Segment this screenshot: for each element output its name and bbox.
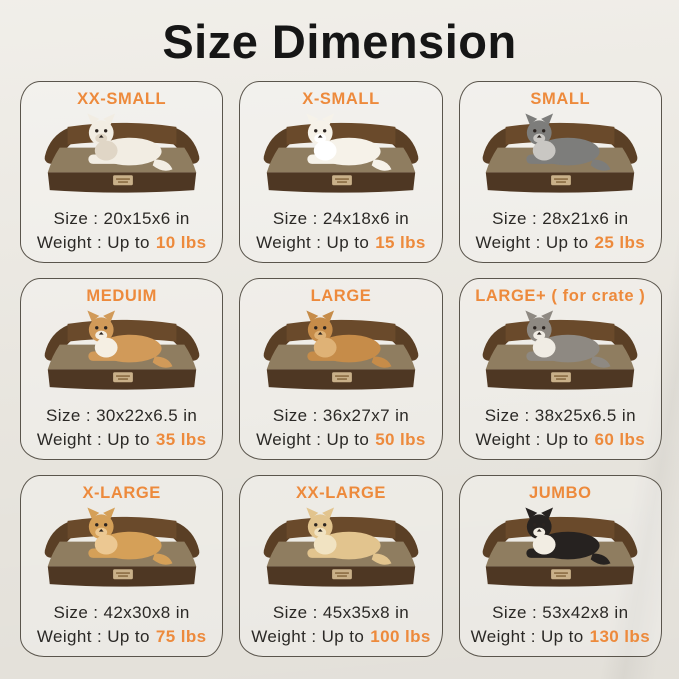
weight-prefix: Weight : Up to — [256, 430, 370, 450]
size-text: Size : 28x21x6 in — [492, 209, 629, 229]
weight-prefix: Weight : Up to — [470, 627, 584, 647]
weight-text: Weight : Up to 35 lbs — [37, 430, 207, 450]
weight-prefix: Weight : Up to — [251, 627, 365, 647]
weight-prefix: Weight : Up to — [36, 430, 150, 450]
weight-text: Weight : Up to 50 lbs — [256, 430, 426, 450]
weight-prefix: Weight : Up to — [475, 233, 589, 253]
weight-value: 35 lbs — [155, 430, 207, 450]
size-text: Size : 36x27x7 in — [272, 406, 410, 426]
size-text: Size : 38x25x6.5 in — [484, 406, 636, 426]
weight-text: Weight : Up to 25 lbs — [476, 233, 646, 253]
size-card-xx-small: XX-SMALL Size : 20x15x6 in Weight : Up t… — [20, 80, 224, 263]
size-label: XX-LARGE — [295, 483, 387, 502]
dog-bed-illustration — [263, 507, 419, 588]
weight-text: Weight : Up to 15 lbs — [256, 233, 426, 253]
dog-bed-illustration — [263, 113, 419, 194]
weight-value: 25 lbs — [594, 233, 646, 253]
size-card-small: SMALL Size : 28x21x6 in Weight : Up to 25… — [458, 80, 662, 263]
size-label: SMALL — [530, 89, 591, 108]
dog-bed-illustration — [44, 507, 200, 588]
weight-text: Weight : Up to 130 lbs — [471, 627, 650, 647]
dog-bed-illustration — [482, 507, 638, 588]
weight-value: 130 lbs — [589, 627, 651, 647]
weight-prefix: Weight : Up to — [36, 627, 150, 647]
dog-bed-illustration — [44, 113, 200, 194]
size-chart-grid: XX-SMALL Size : 20x15x6 in Weight : Up t… — [0, 68, 679, 657]
size-card-x-large: X-LARGE Size : 42x30x8 in Weight : Up to… — [20, 474, 224, 657]
size-card-x-small: X-SMALL Size : 24x18x6 in Weight : Up to… — [239, 80, 443, 263]
dog-bed-illustration — [482, 310, 638, 391]
dog-bed-illustration — [44, 310, 200, 391]
weight-text: Weight : Up to 10 lbs — [37, 233, 207, 253]
weight-text: Weight : Up to 100 lbs — [251, 627, 430, 647]
weight-text: Weight : Up to 75 lbs — [37, 627, 207, 647]
size-card-jumbo: JUMBO Size : 53x42x8 in Weight : Up to 13… — [458, 474, 662, 657]
weight-value: 75 lbs — [155, 627, 207, 647]
size-text: Size : 20x15x6 in — [53, 209, 190, 229]
size-card-large-plus: LARGE+ ( for crate ) Size : 38x25x6.5 in… — [458, 277, 662, 460]
page-title: Size Dimension — [162, 15, 517, 68]
weight-value: 15 lbs — [375, 233, 426, 253]
size-label: LARGE — [310, 286, 372, 305]
weight-prefix: Weight : Up to — [475, 430, 589, 450]
size-card-medium: MEDUIM Size : 30x22x6.5 in Weight : Up t… — [20, 277, 224, 460]
weight-prefix: Weight : Up to — [36, 233, 150, 253]
size-label: MEDUIM — [86, 286, 157, 305]
size-text: Size : 45x35x8 in — [272, 603, 410, 623]
dog-bed-illustration — [482, 113, 638, 194]
size-label: JUMBO — [529, 483, 592, 502]
weight-prefix: Weight : Up to — [256, 233, 370, 253]
size-label: X-LARGE — [82, 483, 161, 502]
size-card-large: LARGE Size : 36x27x7 in Weight : Up to 50… — [239, 277, 443, 460]
size-label: LARGE+ ( for crate ) — [475, 286, 646, 305]
size-text: Size : 42x30x8 in — [53, 603, 190, 623]
weight-value: 50 lbs — [375, 430, 426, 450]
size-text: Size : 30x22x6.5 in — [46, 406, 198, 426]
size-card-xx-large: XX-LARGE Size : 45x35x8 in Weight : Up t… — [239, 474, 443, 657]
size-label: X-SMALL — [302, 89, 380, 108]
dog-bed-illustration — [263, 310, 419, 391]
size-text: Size : 53x42x8 in — [492, 603, 629, 623]
weight-value: 60 lbs — [594, 430, 646, 450]
weight-value: 100 lbs — [370, 627, 431, 647]
weight-value: 10 lbs — [155, 233, 207, 253]
weight-text: Weight : Up to 60 lbs — [476, 430, 646, 450]
size-text: Size : 24x18x6 in — [272, 209, 410, 229]
size-label: XX-SMALL — [77, 89, 167, 108]
